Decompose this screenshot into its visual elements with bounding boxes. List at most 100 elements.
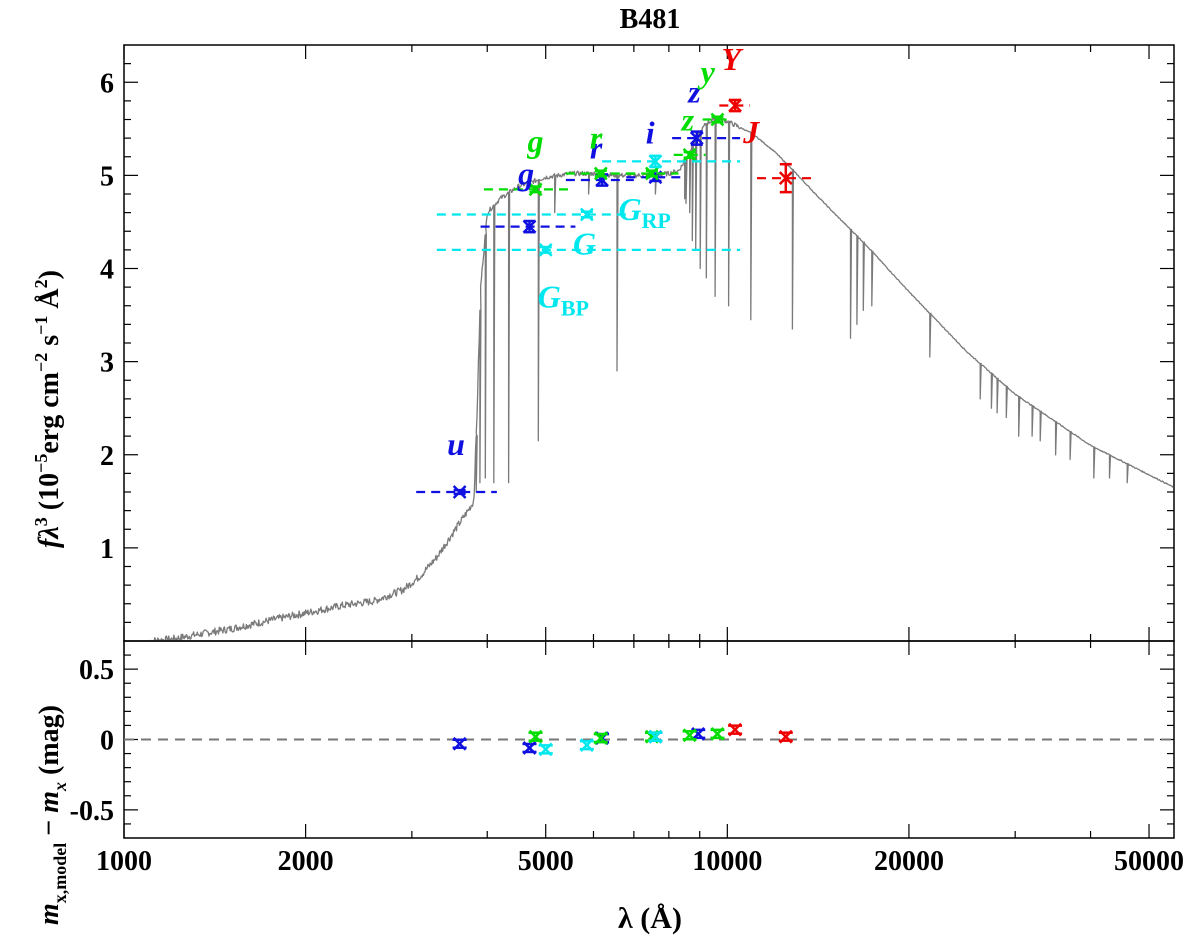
res-ylabel-minus: − — [34, 813, 65, 843]
band-label-r: r — [590, 130, 603, 166]
photometry-point-panstarrs-i — [626, 166, 679, 181]
data-marker — [710, 112, 725, 127]
data-marker — [593, 166, 608, 181]
x-tick-label: 2000 — [278, 846, 334, 877]
band-label-r: r — [590, 119, 603, 155]
y-tick-label: 0 — [100, 726, 114, 757]
residual-point-panstarrs — [593, 731, 608, 745]
residual-marker — [528, 729, 543, 744]
residual-point-sdss — [522, 741, 537, 755]
y-tick-label: 6 — [100, 68, 114, 99]
ylabel-exp1: −1 — [31, 316, 51, 335]
photometry-point-panstarrs-z — [673, 148, 706, 162]
band-label-z: z — [681, 102, 695, 138]
photometry-point-gaia-GBP — [436, 207, 627, 222]
data-marker — [778, 171, 793, 186]
residual-marker — [593, 731, 608, 745]
residual-marker — [648, 729, 663, 744]
gaia-label-G: G — [573, 226, 596, 262]
data-marker — [645, 166, 659, 181]
residual-point-panstarrs — [710, 726, 725, 741]
y-tick-label: 4 — [100, 255, 114, 286]
data-marker — [648, 154, 663, 169]
ylabel-open: (10 — [34, 473, 65, 517]
photometry-point-sdss-u — [416, 485, 497, 499]
x-tick-label: 10000 — [692, 846, 762, 877]
data-marker — [528, 182, 543, 197]
residual-point-ir — [778, 729, 793, 744]
ylabel-exp2: −2 — [31, 353, 51, 372]
residual-marker — [682, 728, 697, 743]
data-marker — [579, 207, 594, 222]
gaia-label-subscript: RP — [642, 208, 671, 233]
chart-title: B481 — [620, 4, 681, 35]
data-marker — [452, 485, 467, 499]
x-tick-label: 1000 — [96, 846, 152, 877]
residual-marker — [579, 738, 594, 753]
band-label-g: g — [517, 156, 534, 192]
data-marker — [728, 98, 742, 113]
res-ylabel-m: m — [34, 903, 65, 925]
photometry-point-panstarrs-r — [565, 166, 634, 181]
res-ylabel-sub: x,model — [50, 843, 70, 904]
band-label-u: u — [447, 426, 465, 462]
sed-panel: 1 2 3 4 5 6 u g r iz g r zy Y J G GBP GRP — [100, 41, 1175, 838]
res-ylabel-sub2: x — [50, 782, 70, 792]
x-axis-label: λ (Å) — [618, 902, 682, 935]
residual-point-panstarrs — [682, 728, 697, 743]
residual-point-sdss — [452, 736, 467, 751]
band-label-J: J — [742, 114, 760, 150]
x-tick-label: 50000 — [1114, 846, 1184, 877]
residual-marker — [691, 726, 706, 741]
residual-marker — [538, 742, 553, 757]
ylabel-lambda: λ — [34, 526, 65, 539]
ylabel-pow3: 3 — [31, 517, 51, 526]
y-tick-label: 5 — [100, 161, 114, 192]
band-label-y: y — [697, 53, 716, 89]
data-marker — [689, 131, 704, 146]
band-label-Y: Y — [721, 41, 743, 77]
model-spectrum — [149, 116, 1174, 642]
band-label-i: i — [646, 115, 655, 151]
residual-marker — [728, 722, 742, 737]
ylabel-expA2: 2 — [31, 279, 51, 288]
photometry-point-gaia-GRP — [602, 154, 741, 169]
y-tick-label: 1 — [100, 534, 114, 565]
x-tick-label: 5000 — [518, 846, 574, 877]
y-tick-label: 0.5 — [79, 655, 114, 686]
residual-marker — [778, 729, 793, 744]
residual-point-gaia — [579, 738, 594, 753]
residual-marker — [522, 741, 537, 755]
band-label-z: z — [687, 74, 701, 110]
y-tick-label: 3 — [100, 348, 114, 379]
residual-point-gaia — [648, 729, 663, 744]
data-marker — [522, 219, 537, 234]
ylabel-exp5: −5 — [31, 454, 51, 473]
data-marker — [538, 242, 553, 257]
band-label-g: g — [527, 123, 544, 159]
ylabel-f: f — [34, 536, 65, 548]
photometry-point-sdss-z — [672, 130, 741, 146]
residual-point-gaia — [538, 742, 553, 757]
photometry-point-ir-J — [757, 162, 816, 194]
res-ylabel-m2: m — [34, 791, 65, 813]
residual-panel: 1000 2000 5000 10000 20000 50000 0.5 0 -0.5 — [70, 640, 1184, 877]
photometry-point-gaia-G — [436, 242, 741, 257]
photometry-point-ir-Y — [719, 98, 750, 113]
res-ylabel-unit: (mag) — [34, 705, 65, 782]
y-tick-label: -0.5 — [70, 796, 114, 827]
y-tick-label: 2 — [100, 441, 114, 472]
top-y-axis-label: fλ3 (10−5erg cm−2 s−1 Å2) — [31, 270, 65, 548]
data-marker — [682, 148, 697, 162]
bottom-y-axis-label: mx,model − mx (mag) — [34, 705, 70, 925]
photometry-point-panstarrs-y — [702, 112, 730, 127]
residual-point-ir — [728, 722, 743, 737]
x-tick-label: 20000 — [874, 846, 944, 877]
residual-marker — [452, 736, 467, 751]
ylabel-ang: Å — [34, 288, 65, 316]
gaia-label-GBP: GBP — [538, 279, 589, 321]
residual-marker — [710, 726, 725, 741]
gaia-label-GRP: GRP — [618, 191, 670, 233]
ylabel-close: ) — [34, 270, 65, 279]
